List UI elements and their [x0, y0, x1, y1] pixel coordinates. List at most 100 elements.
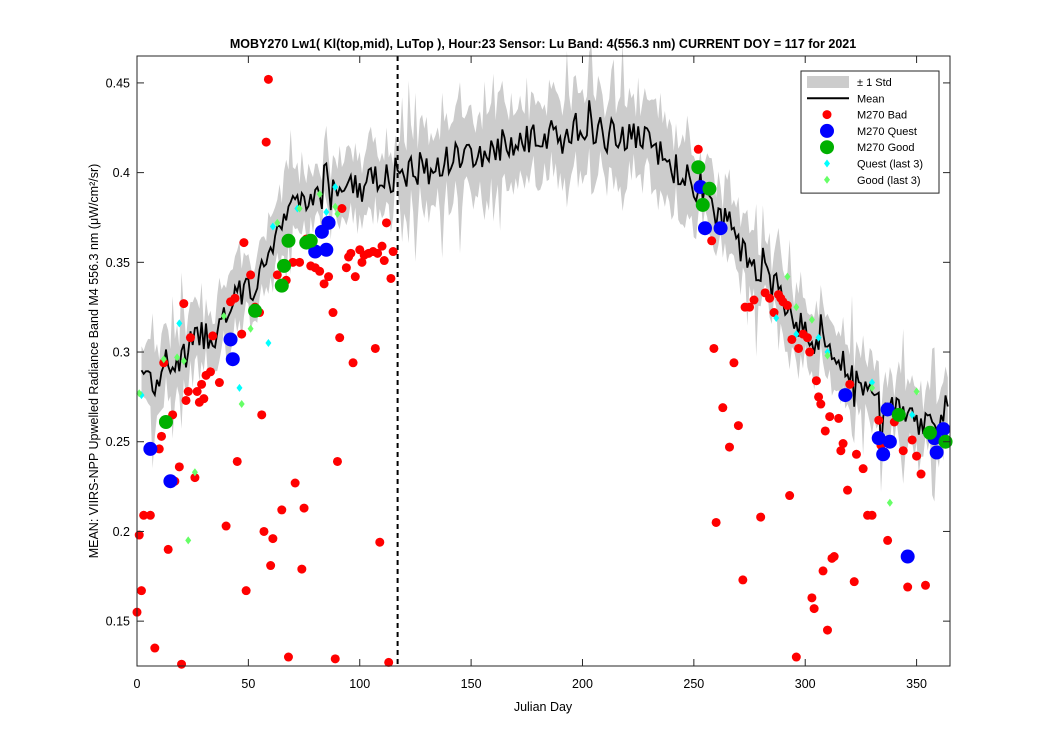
legend-good-marker [820, 140, 834, 155]
y-tick-label: 0.25 [106, 435, 130, 449]
bad-point [299, 503, 309, 513]
good-point [277, 258, 292, 273]
good-last3-point [238, 400, 245, 409]
x-axis-label: Julian Day [514, 700, 573, 714]
bad-point [154, 444, 164, 454]
quest-point [319, 242, 334, 257]
x-tick-label: 250 [683, 677, 704, 691]
bad-point [324, 272, 334, 282]
y-tick-label: 0.2 [113, 525, 130, 539]
quest-last3-point [176, 319, 183, 328]
quest-last3-point [815, 333, 822, 342]
bad-point [709, 343, 719, 353]
good-point [303, 233, 318, 248]
legend-quest-last3-marker [824, 159, 830, 168]
good-last3-point [274, 218, 281, 227]
plot-frame [136, 55, 951, 667]
bad-point [883, 535, 893, 545]
bad-point [809, 604, 819, 614]
bad-point [241, 586, 251, 596]
bad-point [315, 266, 325, 276]
quest-point [882, 434, 897, 449]
bad-point [337, 204, 347, 213]
quest-point [838, 388, 853, 403]
good-last3-point [160, 355, 167, 364]
quest-point [697, 221, 712, 236]
bad-point [381, 218, 391, 228]
bad-point [388, 247, 398, 257]
y-tick-label: 0.4 [113, 166, 130, 180]
good-point [281, 233, 296, 248]
quest-last3-point [323, 208, 330, 217]
good-last3-point [334, 209, 341, 218]
quest-point [880, 402, 895, 417]
bad-point [845, 379, 855, 389]
quest-point [143, 441, 158, 456]
legend-label-good: M270 Good [857, 142, 914, 154]
good-last3-point [185, 536, 192, 545]
bad-point [179, 299, 189, 309]
bad-point [898, 446, 908, 456]
good-last3-point [220, 312, 227, 321]
bad-point [206, 367, 216, 377]
quest-last3-point [793, 330, 800, 339]
bad-point [332, 456, 342, 466]
good-point [274, 278, 289, 293]
x-tick-label: 300 [795, 677, 816, 691]
good-point [695, 197, 710, 212]
good-last3-point [332, 202, 339, 211]
bad-point [822, 625, 832, 635]
bad-point [782, 300, 792, 310]
bad-point [920, 580, 930, 590]
good-last3-point [174, 353, 181, 362]
bad-point [263, 74, 273, 84]
quest-point [225, 352, 240, 367]
bad-point [805, 347, 815, 357]
bad-point [745, 302, 755, 312]
bad-point [272, 270, 282, 280]
legend-bad-marker [822, 110, 832, 120]
bad-point [903, 582, 913, 592]
bad-point [912, 451, 922, 461]
legend-label-quest: M270 Quest [857, 126, 917, 138]
bad-point [907, 435, 917, 445]
bad-point [183, 387, 193, 396]
y-tick-label: 0.45 [106, 76, 130, 90]
good-last3-point [824, 351, 831, 360]
y-tick-label: 0.15 [106, 615, 130, 629]
bad-point [145, 510, 155, 520]
bad-point [259, 526, 269, 536]
good-last3-point [913, 387, 920, 396]
bad-point [328, 308, 338, 318]
bad-point [375, 537, 385, 547]
quest-point [929, 445, 944, 460]
y-tick-label: 0.35 [106, 256, 130, 270]
bad-point [785, 491, 795, 501]
bad-point [370, 343, 380, 353]
bad-point [787, 334, 797, 344]
bad-point [239, 238, 249, 248]
chart-title: MOBY270 Lw1( Kl(top,mid), LuTop ), Hour:… [230, 37, 856, 51]
quest-last3-point [236, 383, 243, 392]
bad-point [357, 257, 367, 267]
quest-point [163, 474, 178, 489]
bad-point [814, 392, 824, 402]
bad-point [818, 566, 828, 576]
bad-point [811, 376, 821, 386]
bad-point [232, 456, 242, 466]
bad-point [139, 510, 149, 520]
x-tick-label: 100 [349, 677, 370, 691]
bad-point [738, 575, 748, 585]
bad-point [246, 270, 256, 280]
bad-point [277, 505, 287, 515]
quest-point [876, 447, 891, 462]
good-last3-point [191, 468, 198, 477]
bad-point [185, 333, 195, 343]
bad-point [807, 593, 817, 603]
bad-point [230, 293, 240, 303]
good-last3-point [784, 272, 791, 281]
good-last3-point [247, 324, 254, 333]
good-last3-point [808, 315, 815, 324]
good-point [922, 425, 937, 440]
quest-point [871, 431, 886, 446]
